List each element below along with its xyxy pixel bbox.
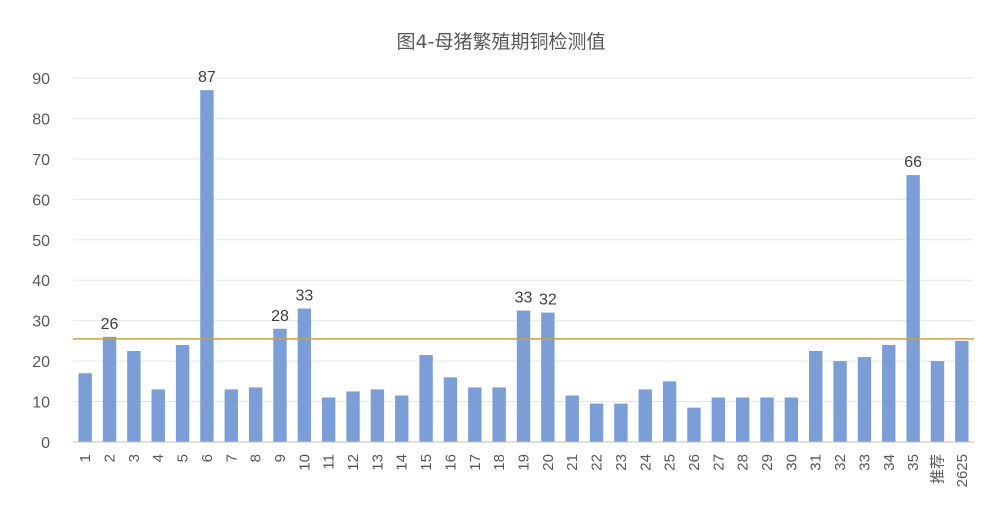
y-tick-label: 30 — [32, 314, 50, 331]
x-tick-label: 19 — [516, 454, 533, 471]
bar — [443, 377, 458, 442]
bar — [662, 381, 677, 442]
x-axis-ticks: 1 2 3 4 5 6 7 8 9 10 11 12 13 14 15 16 17 18 19 20 21 22 23 24 2… — [77, 454, 971, 487]
x-tick-label: 30 — [783, 454, 800, 471]
bar — [492, 387, 506, 442]
x-tick-label: 11 — [321, 454, 338, 470]
x-tick-label: 29 — [759, 454, 776, 471]
bars — [78, 90, 969, 443]
bar — [857, 357, 872, 442]
data-label: 28 — [271, 308, 289, 325]
bar — [614, 403, 628, 442]
x-tick-label: 27 — [710, 454, 727, 471]
bar — [395, 395, 409, 442]
x-tick-label: 33 — [856, 454, 873, 471]
bar — [151, 389, 165, 442]
x-tick-label: 3 — [126, 454, 143, 462]
x-tick-label: 14 — [394, 454, 411, 471]
bar — [906, 175, 920, 443]
x-tick-label: 7 — [223, 454, 240, 462]
x-tick-label: 23 — [613, 454, 630, 471]
y-tick-label: 50 — [32, 233, 50, 250]
x-tick-label: 28 — [735, 454, 752, 471]
x-tick-label: 6 — [199, 454, 216, 462]
x-tick-label: 4 — [150, 454, 167, 462]
x-tick-label: 32 — [832, 454, 849, 471]
bar — [297, 308, 312, 442]
y-tick-label: 20 — [32, 354, 50, 371]
x-tick-label: 25 — [662, 454, 679, 471]
bar — [321, 397, 336, 442]
bar — [224, 389, 238, 442]
bar — [468, 387, 482, 442]
bar — [589, 403, 604, 442]
bar — [711, 397, 726, 442]
y-tick-label: 90 — [32, 71, 50, 88]
bar — [273, 328, 287, 442]
bar — [638, 389, 652, 442]
x-tick-label: 31 — [808, 454, 825, 471]
x-tick-label: 15 — [418, 454, 435, 471]
x-tick-label: 2 — [102, 454, 119, 462]
bar — [955, 340, 969, 442]
x-tick-label: 18 — [491, 454, 508, 471]
x-tick-label: 20 — [540, 454, 557, 471]
x-tick-label: 21 — [564, 454, 581, 471]
x-tick-label: 5 — [175, 454, 192, 462]
data-labels: 26 87 28 33 33 32 66 — [101, 69, 922, 333]
bar — [370, 389, 385, 442]
x-tick-label: 26 — [686, 454, 703, 471]
y-tick-label: 40 — [32, 273, 50, 290]
bar — [102, 336, 117, 442]
x-tick-label: 12 — [345, 454, 362, 471]
y-tick-label: 70 — [32, 152, 50, 169]
data-label: 26 — [101, 316, 119, 333]
x-tick-label: 推荐 — [929, 454, 946, 484]
x-tick-label: 22 — [589, 454, 606, 471]
data-label: 33 — [295, 288, 313, 305]
x-tick-label: 9 — [272, 454, 289, 462]
bar — [541, 312, 555, 442]
bar — [930, 361, 945, 442]
x-tick-label: 34 — [881, 454, 898, 471]
bar — [200, 90, 214, 442]
x-tick-label: 24 — [637, 454, 654, 471]
bar — [809, 351, 823, 442]
y-tick-label: 10 — [32, 395, 50, 412]
x-tick-label: 1 — [77, 454, 94, 462]
bar — [687, 407, 701, 442]
data-label: 66 — [904, 154, 922, 171]
x-tick-label: 35 — [905, 454, 922, 471]
x-tick-label: 2625 — [954, 454, 971, 487]
bar — [760, 397, 774, 442]
y-tick-label: 60 — [32, 192, 50, 209]
data-label: 33 — [515, 290, 533, 307]
x-tick-label: 10 — [296, 454, 313, 471]
y-tick-label: 80 — [32, 111, 50, 128]
chart-title: 图4-母猪繁殖期铜检测值 — [397, 31, 606, 53]
x-tick-label: 17 — [467, 454, 484, 471]
bar — [419, 355, 433, 442]
bar — [833, 361, 847, 442]
bar — [565, 395, 579, 442]
bar — [882, 344, 896, 442]
bar — [127, 351, 141, 442]
bar — [346, 391, 360, 442]
x-tick-label: 8 — [248, 454, 265, 462]
bar — [516, 310, 531, 442]
bar — [248, 387, 263, 442]
x-tick-label: 13 — [369, 454, 386, 471]
bar — [784, 397, 799, 442]
bar — [735, 397, 750, 442]
grid-lines — [73, 77, 974, 403]
data-label: 32 — [539, 292, 557, 309]
y-axis-ticks: 0 10 20 30 40 50 60 70 80 90 — [32, 71, 50, 452]
x-tick-label: 16 — [442, 454, 459, 471]
bar — [78, 373, 92, 442]
bar — [175, 344, 190, 442]
data-label: 87 — [198, 69, 216, 86]
y-tick-label: 0 — [41, 435, 50, 452]
